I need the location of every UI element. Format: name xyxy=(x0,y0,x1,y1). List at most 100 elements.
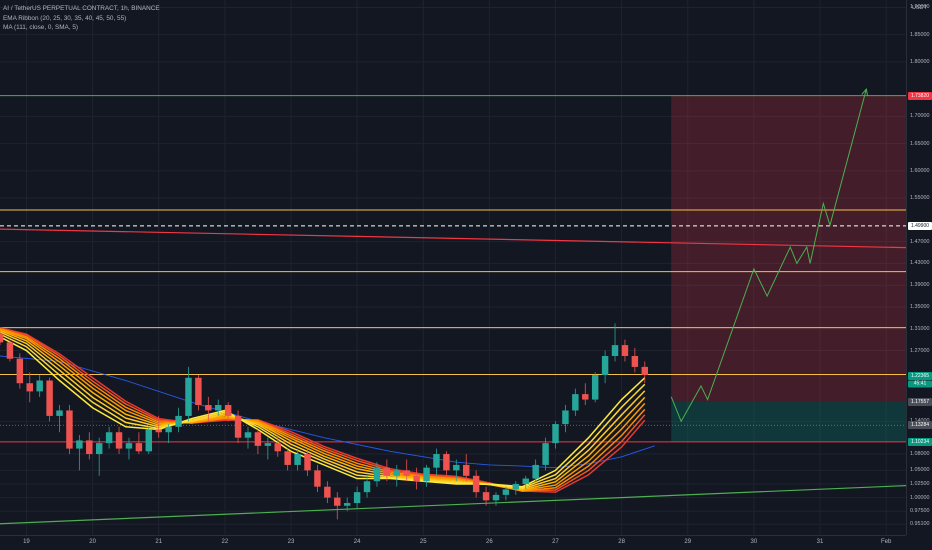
ema-ribbon xyxy=(0,326,646,493)
target-zone xyxy=(671,95,906,402)
time-tick-10: 29 xyxy=(684,539,692,545)
currency-unit[interactable]: USDT xyxy=(912,5,927,11)
candle-body-7 xyxy=(66,410,73,449)
candle-body-9 xyxy=(86,440,93,455)
candle-body-13 xyxy=(125,443,133,449)
candle-body-60 xyxy=(591,375,599,400)
price-chart[interactable] xyxy=(0,0,906,535)
chart-legend: AI / TetherUS PERPETUAL CONTRACT, 1h, BI… xyxy=(3,4,160,33)
price-badge-2[interactable]: 1.22365 xyxy=(908,371,932,380)
ema-line-4 xyxy=(0,328,646,492)
candle-body-31 xyxy=(304,454,311,471)
time-tick-12: 31 xyxy=(816,539,824,545)
price-badge-5[interactable]: 1.10234 xyxy=(908,437,932,446)
candle-body-27 xyxy=(264,443,272,446)
candle-body-30 xyxy=(294,454,301,465)
time-tick-11: 30 xyxy=(750,539,758,545)
time-tick-7: 26 xyxy=(486,539,493,545)
candle-body-6 xyxy=(56,410,63,416)
candle-body-17 xyxy=(165,426,172,433)
candle-body-65 xyxy=(641,366,649,376)
candle-body-25 xyxy=(244,432,252,438)
candle-body-44 xyxy=(433,454,440,468)
candle-body-56 xyxy=(552,424,559,444)
price-tick-5: 1.60000 xyxy=(910,167,930,174)
price-tick-7: 1.47000 xyxy=(910,238,930,245)
price-tick-18: 0.97500 xyxy=(910,508,930,515)
candle-body-54 xyxy=(532,464,539,479)
price-tick-14: 1.08000 xyxy=(910,451,930,458)
candle-body-24 xyxy=(234,415,242,438)
time-tick-3: 22 xyxy=(221,539,229,545)
price-badge-1[interactable]: 1.49900 xyxy=(908,221,932,230)
ema-line-6 xyxy=(0,327,646,492)
price-tick-1: 1.85000 xyxy=(910,31,930,38)
projection-path[interactable] xyxy=(670,88,869,423)
price-tick-17: 1.00000 xyxy=(910,494,930,501)
candle-body-47 xyxy=(463,464,470,476)
candle-body-10 xyxy=(95,443,103,455)
candle-body-18 xyxy=(175,415,182,427)
time-axis[interactable]: 19 20 21 22 23 24 25 26 27 28 29 30 31 Feb xyxy=(0,535,906,550)
candle-body-0 xyxy=(0,334,4,343)
candle-body-16 xyxy=(155,429,162,433)
candle-body-63 xyxy=(621,345,629,356)
candle-body-14 xyxy=(135,443,143,452)
price-tick-8: 1.43000 xyxy=(910,260,930,267)
candle-body-64 xyxy=(631,356,639,367)
ema-ribbon-label[interactable]: EMA Ribbon (20, 25, 30, 35, 40, 45, 50, … xyxy=(3,14,127,22)
candle-body-12 xyxy=(115,432,123,449)
candle-body-39 xyxy=(383,467,391,476)
candle-body-26 xyxy=(254,432,262,446)
candle-body-20 xyxy=(195,377,202,406)
price-badge-3[interactable]: 1.17557 xyxy=(908,397,932,406)
time-tick-2: 21 xyxy=(155,539,163,545)
position-zones xyxy=(671,95,906,442)
candle-body-36 xyxy=(353,492,361,504)
candle-body-61 xyxy=(601,356,609,376)
candle-body-23 xyxy=(224,405,232,416)
candle-body-1 xyxy=(6,342,14,359)
projection-line[interactable] xyxy=(670,89,867,423)
trendline-1[interactable] xyxy=(0,485,906,525)
candle-body-43 xyxy=(423,467,430,482)
price-tick-3: 1.70000 xyxy=(910,113,930,120)
candle-body-62 xyxy=(611,345,619,356)
candle-body-28 xyxy=(274,443,281,452)
candle-body-4 xyxy=(36,380,43,392)
stop-zone xyxy=(671,401,906,442)
ema-line-0 xyxy=(0,336,646,488)
price-tick-0: 1.90000 xyxy=(910,4,930,11)
price-tick-19: 0.95100 xyxy=(910,521,930,528)
trendline-0[interactable] xyxy=(0,228,906,249)
candle-body-38 xyxy=(373,467,381,482)
time-tick-1: 20 xyxy=(89,539,96,545)
candle-body-48 xyxy=(472,475,480,493)
candle-body-29 xyxy=(284,451,291,465)
candle-body-32 xyxy=(314,470,321,487)
price-tick-6: 1.55000 xyxy=(910,195,930,202)
price-axis[interactable]: USDT 1.90000 1.85000 1.80000 1.70000 1.65000… xyxy=(906,0,932,535)
ema-line-2 xyxy=(0,331,646,490)
price-badge-0[interactable]: 1.73820 xyxy=(908,91,932,100)
candle-body-34 xyxy=(334,497,341,506)
candle-body-40 xyxy=(393,470,401,476)
price-tick-4: 1.65000 xyxy=(910,140,930,147)
candle-body-59 xyxy=(582,394,589,400)
price-tick-16: 1.02500 xyxy=(910,480,930,487)
candle-body-57 xyxy=(562,410,569,425)
candle-body-41 xyxy=(403,470,410,476)
candle-body-15 xyxy=(145,429,153,452)
trendlines[interactable] xyxy=(0,228,906,525)
price-tick-9: 1.39000 xyxy=(910,282,930,289)
ma-label[interactable]: MA (111, close, 0, SMA, 5) xyxy=(3,24,79,32)
candle-body-19 xyxy=(185,377,192,416)
candle-body-35 xyxy=(343,503,351,506)
candles xyxy=(0,323,649,520)
candle-body-5 xyxy=(46,380,53,416)
price-badge-4[interactable]: 1.13284 xyxy=(908,421,932,430)
candle-body-8 xyxy=(76,440,83,449)
candle-body-49 xyxy=(482,492,490,501)
symbol-title[interactable]: AI / TetherUS PERPETUAL CONTRACT, 1h, BI… xyxy=(3,5,160,12)
